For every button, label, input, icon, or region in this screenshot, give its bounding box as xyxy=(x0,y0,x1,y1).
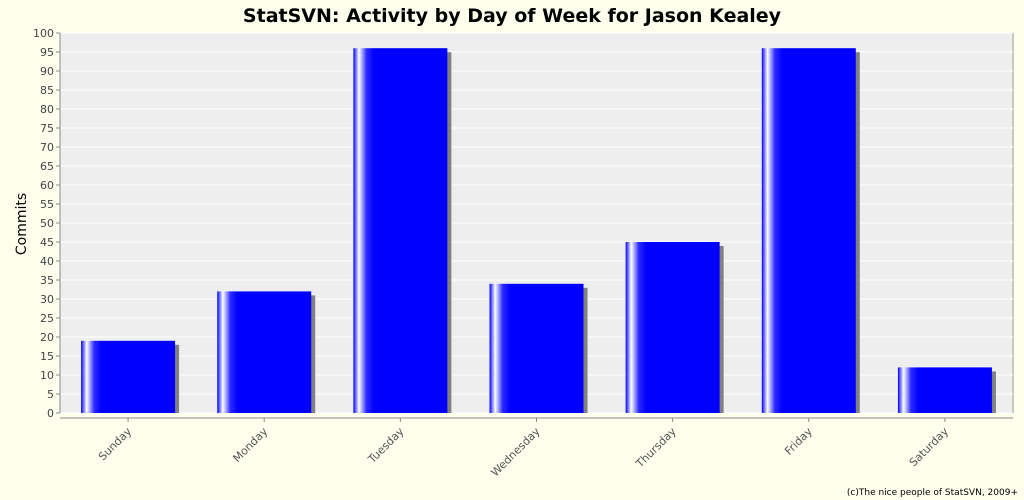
x-tick-label: Friday xyxy=(782,425,815,458)
y-tick-label: 75 xyxy=(40,122,54,135)
y-tick-label: 0 xyxy=(47,407,54,420)
x-tick-label: Monday xyxy=(230,425,270,465)
y-tick-label: 50 xyxy=(40,217,54,230)
y-tick-label: 65 xyxy=(40,160,54,173)
y-tick-label: 85 xyxy=(40,84,54,97)
y-tick-label: 15 xyxy=(40,350,54,363)
y-tick-label: 30 xyxy=(40,293,54,306)
x-tick-label: Saturday xyxy=(907,425,952,470)
x-tick-label: Sunday xyxy=(96,425,135,464)
bar xyxy=(897,367,992,413)
y-tick-label: 60 xyxy=(40,179,54,192)
y-tick-label: 100 xyxy=(33,27,54,40)
y-axis-label: Commits xyxy=(14,193,30,255)
x-tick-label: Wednesday xyxy=(488,425,543,480)
bar xyxy=(81,340,176,413)
footer-credit: (c)The nice people of StatSVN, 2009+ xyxy=(847,488,1018,498)
y-tick-label: 70 xyxy=(40,141,54,154)
x-tick-label: Tuesday xyxy=(365,425,407,467)
y-tick-label: 10 xyxy=(40,369,54,382)
y-tick-label: 55 xyxy=(40,198,54,211)
bar xyxy=(625,242,720,413)
x-tick-label: Thursday xyxy=(633,425,679,471)
x-axis-ticks: Sunday Monday Tuesday Wednesday Thursday Frid… xyxy=(96,418,952,480)
y-tick-label: 20 xyxy=(40,331,54,344)
bar xyxy=(761,48,856,413)
y-tick-label: 80 xyxy=(40,103,54,116)
y-axis-ticks: 0 5 10 15 20 25 30 35 40 45 50 55 60 65 70 75 80 85 90 95 10… xyxy=(33,27,60,420)
y-tick-label: 35 xyxy=(40,274,54,287)
bar xyxy=(353,48,448,413)
y-tick-label: 90 xyxy=(40,65,54,78)
y-tick-label: 40 xyxy=(40,255,54,268)
bar xyxy=(217,291,312,413)
y-tick-label: 45 xyxy=(40,236,54,249)
bars xyxy=(81,48,996,413)
chart-title: StatSVN: Activity by Day of Week for Jas… xyxy=(243,5,782,27)
bar xyxy=(489,283,584,413)
y-tick-label: 5 xyxy=(47,388,54,401)
y-tick-label: 25 xyxy=(40,312,54,325)
y-tick-label: 95 xyxy=(40,46,54,59)
